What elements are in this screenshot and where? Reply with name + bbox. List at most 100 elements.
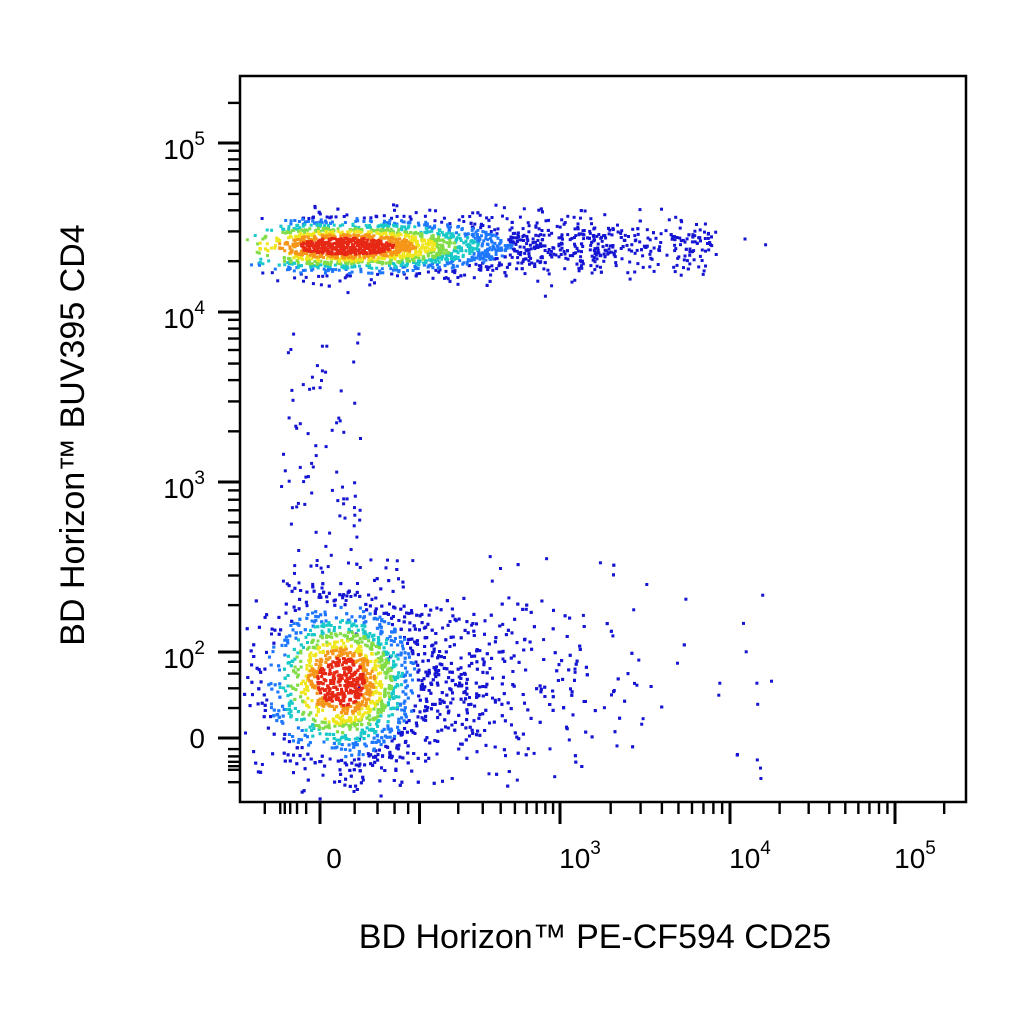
data-point (465, 620, 469, 624)
data-point (393, 734, 397, 738)
data-point (277, 664, 281, 668)
data-point (435, 752, 439, 756)
data-point (365, 264, 369, 268)
data-point (339, 772, 343, 776)
data-point (376, 738, 380, 742)
data-point (289, 699, 293, 703)
data-point (659, 241, 663, 244)
data-point (406, 751, 410, 755)
data-point (448, 670, 452, 674)
data-point (361, 713, 365, 717)
data-point (404, 233, 408, 237)
data-point (365, 655, 368, 659)
data-point (370, 597, 374, 601)
data-point (370, 652, 374, 656)
data-point (368, 718, 372, 722)
data-point (458, 259, 462, 263)
data-point (311, 282, 315, 286)
data-point (547, 218, 550, 222)
data-point (327, 267, 330, 271)
data-point (520, 238, 523, 242)
data-point (621, 245, 625, 249)
data-point (343, 221, 347, 224)
data-point (470, 661, 474, 665)
data-point (368, 604, 372, 608)
data-point (478, 685, 482, 689)
data-point (354, 228, 358, 232)
data-point (352, 790, 356, 793)
data-point (455, 264, 459, 268)
data-point (305, 590, 309, 594)
data-point (372, 255, 376, 259)
data-point (297, 638, 300, 642)
data-point (485, 652, 489, 656)
data-point (527, 252, 531, 256)
data-point (507, 770, 511, 773)
data-point (324, 544, 328, 548)
data-point (638, 240, 642, 244)
data-point (335, 648, 338, 652)
data-point (306, 752, 310, 756)
data-point (401, 647, 405, 651)
data-point (402, 701, 406, 705)
data-point (355, 590, 359, 594)
data-point (714, 253, 718, 256)
data-point (422, 677, 426, 681)
data-point (306, 689, 310, 692)
data-point (526, 248, 530, 252)
data-point (443, 251, 447, 255)
data-point (376, 711, 380, 715)
data-point (566, 249, 569, 253)
data-point (404, 673, 407, 677)
data-point (368, 646, 372, 650)
data-point (376, 714, 380, 718)
data-point (480, 251, 484, 255)
data-point (320, 221, 324, 225)
data-point (374, 740, 378, 744)
data-point (358, 653, 362, 657)
data-point (567, 738, 571, 742)
data-point (391, 589, 395, 593)
data-point (306, 613, 310, 616)
data-point (340, 639, 344, 643)
data-point (380, 619, 384, 623)
data-point (306, 778, 310, 782)
data-point (391, 268, 395, 272)
data-point (426, 659, 430, 663)
data-point (321, 726, 325, 730)
data-point (682, 258, 686, 262)
data-point (446, 251, 450, 254)
data-point (315, 658, 319, 662)
data-point (307, 258, 311, 262)
data-point (522, 207, 526, 211)
data-point (527, 230, 531, 234)
data-point (539, 687, 543, 691)
data-point (437, 252, 441, 256)
data-point (391, 687, 395, 691)
data-point (515, 267, 519, 271)
data-point (612, 563, 616, 567)
data-point (477, 268, 481, 271)
data-point (630, 249, 634, 253)
data-point (391, 675, 395, 679)
data-point (329, 631, 333, 635)
data-point (400, 716, 404, 720)
data-point (286, 638, 290, 642)
data-point (681, 238, 685, 242)
data-point (610, 693, 613, 697)
data-point (252, 655, 256, 658)
data-point (501, 214, 504, 218)
data-point (573, 236, 576, 239)
data-point (291, 686, 295, 690)
data-point (356, 341, 360, 345)
data-point (302, 279, 305, 283)
data-point (381, 667, 385, 671)
data-point (450, 254, 454, 258)
data-point (447, 253, 451, 257)
data-point (516, 233, 520, 237)
data-point (386, 235, 389, 239)
data-point (272, 714, 276, 718)
data-point (311, 219, 315, 223)
data-point (402, 674, 406, 678)
data-point (309, 564, 313, 568)
